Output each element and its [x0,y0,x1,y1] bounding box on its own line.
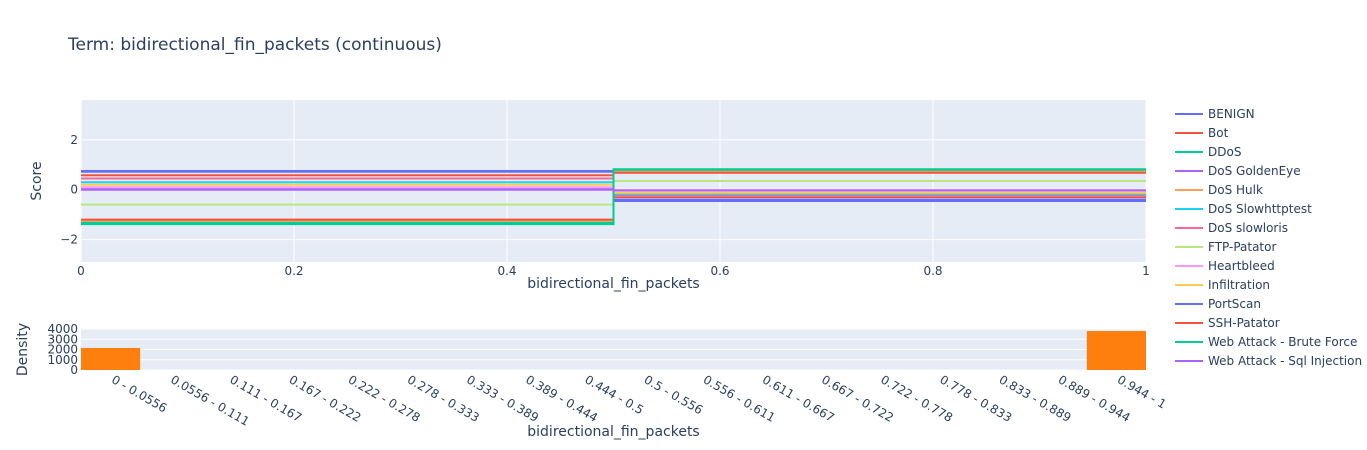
legend-item[interactable]: PortScan [1175,297,1261,311]
legend-label: DoS GoldenEye [1208,164,1301,178]
legend-label: BENIGN [1208,107,1255,121]
series-line-12 [81,168,1146,224]
density-bars [81,331,1146,370]
legend-label: PortScan [1208,297,1261,311]
density-x-tick-label: 0 - 0.0556 [109,372,169,415]
chart-title: Term: bidirectional_fin_packets (continu… [67,35,442,55]
legend-item[interactable]: DoS Slowhttptest [1175,202,1312,216]
main-series-lines [81,168,1146,226]
main-x-tick-label: 0.8 [923,264,942,278]
density-y-tick-label: 3000 [47,332,78,346]
legend-item[interactable]: DoS GoldenEye [1175,164,1301,178]
legend-item[interactable]: SSH-Patator [1175,316,1280,330]
density-bar-0 [81,347,141,370]
legend-item[interactable]: BENIGN [1175,107,1255,121]
density-gridlines [81,328,1146,371]
legend-label: Heartbleed [1208,259,1275,273]
main-y-tick-label: −2 [60,233,78,247]
density-y-tick-label: 2000 [47,343,78,357]
main-y-ticks: −2 0 2 [60,133,78,247]
legend-label: SSH-Patator [1208,316,1280,330]
legend-item[interactable]: Infiltration [1175,278,1270,292]
legend-label: DoS Hulk [1208,183,1263,197]
legend-item[interactable]: Bot [1175,126,1229,140]
legend-item[interactable]: DoS slowloris [1175,221,1288,235]
main-x-tick-label: 1 [1142,264,1150,278]
legend-label: DDoS [1208,145,1241,159]
legend-label: Web Attack - Brute Force [1208,335,1357,349]
density-x-tick-label: 0.944 - 1 [1115,372,1169,411]
main-x-tick-label: 0.6 [710,264,729,278]
legend-item[interactable]: DDoS [1175,145,1241,159]
main-x-tick-label: 0.2 [284,264,303,278]
legend-item[interactable]: Web Attack - Sql Injection [1175,354,1362,368]
legend-label: FTP-Patator [1208,240,1276,254]
density-y-tick-label: 4000 [47,322,78,336]
main-x-tick-label: 0 [77,264,85,278]
legend-item[interactable]: Web Attack - Brute Force [1175,335,1357,349]
density-y-axis-label: Density [15,323,31,376]
legend-item[interactable]: Heartbleed [1175,259,1275,273]
main-y-axis-label: Score [29,161,45,200]
density-x-tick-label: 0.5 - 0.556 [642,372,706,417]
density-y-tick-label: 0 [70,363,78,377]
series-line-13 [81,188,1146,192]
legend-label: DoS Slowhttptest [1208,202,1312,216]
main-x-tick-label: 0.4 [497,264,516,278]
legend-item[interactable]: DoS Hulk [1175,183,1263,197]
legend-label: Infiltration [1208,278,1270,292]
density-y-tick-label: 1000 [47,353,78,367]
main-x-ticks: 0 0.2 0.4 0.6 0.8 1 [77,264,1150,278]
legend-label: Web Attack - Sql Injection [1208,354,1362,368]
main-x-axis-label: bidirectional_fin_packets [527,276,699,292]
density-x-axis-label: bidirectional_fin_packets [527,424,699,440]
legend-item[interactable]: FTP-Patator [1175,240,1276,254]
density-bar-17 [1086,331,1146,370]
main-y-tick-label: 2 [70,133,78,147]
legend: BENIGN Bot DDoS DoS GoldenEye DoS Hulk DoS Sl… [1175,107,1362,368]
main-y-tick-label: 0 [70,183,78,197]
legend-label: DoS slowloris [1208,221,1288,235]
legend-label: Bot [1208,126,1229,140]
